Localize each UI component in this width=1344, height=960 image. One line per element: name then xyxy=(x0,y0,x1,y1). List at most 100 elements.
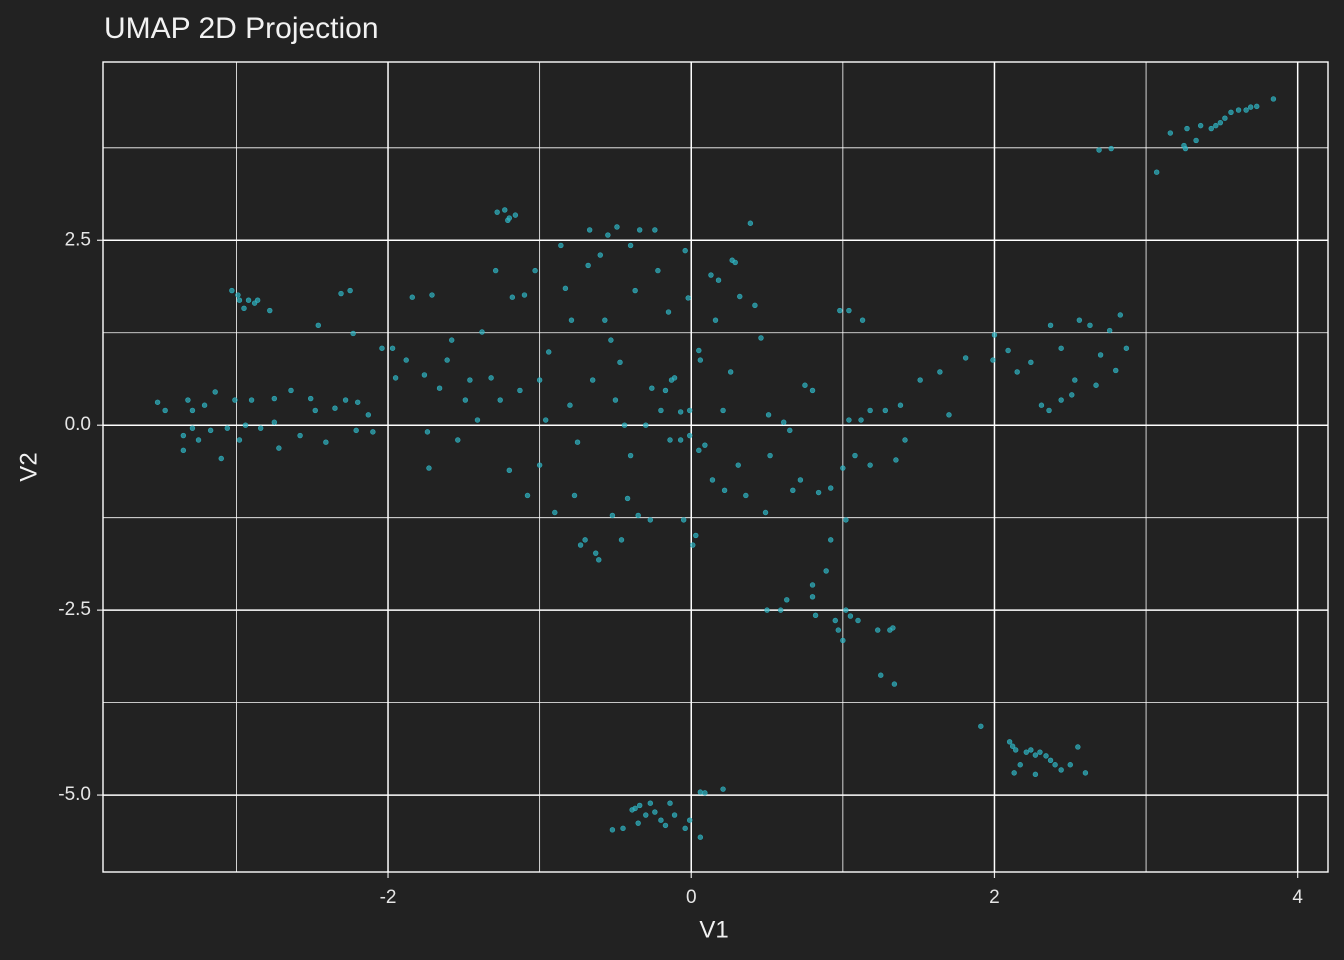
point xyxy=(682,247,688,254)
point xyxy=(732,259,738,266)
x-axis-label: V1 xyxy=(699,916,728,943)
point xyxy=(735,462,741,468)
point xyxy=(1038,402,1045,408)
grid xyxy=(97,62,1328,878)
point xyxy=(662,387,669,394)
y-tick-label: -2.5 xyxy=(58,599,91,620)
point xyxy=(1106,327,1113,334)
point xyxy=(1076,317,1083,323)
point xyxy=(840,637,846,644)
point xyxy=(697,789,704,795)
point xyxy=(636,227,643,233)
point xyxy=(1093,382,1099,388)
point xyxy=(875,627,881,633)
point xyxy=(421,372,428,378)
point xyxy=(1117,312,1123,318)
point xyxy=(1184,125,1190,132)
point xyxy=(276,445,282,451)
point xyxy=(288,387,294,394)
point xyxy=(1072,377,1078,383)
point xyxy=(655,267,661,274)
point xyxy=(338,290,344,297)
point xyxy=(832,617,838,624)
point xyxy=(697,834,704,840)
point xyxy=(618,537,625,543)
point xyxy=(685,295,691,301)
point xyxy=(212,389,218,395)
panel-border xyxy=(102,61,1329,873)
point xyxy=(1028,359,1034,366)
point xyxy=(609,512,616,519)
point xyxy=(1243,107,1249,113)
point xyxy=(1017,762,1023,768)
point xyxy=(629,807,635,813)
point xyxy=(620,825,626,832)
point xyxy=(687,817,693,823)
point xyxy=(218,455,224,462)
point xyxy=(154,399,161,405)
point xyxy=(823,568,829,574)
point xyxy=(506,467,513,474)
point xyxy=(1046,407,1052,414)
point xyxy=(1167,130,1174,136)
point xyxy=(991,332,998,338)
point xyxy=(232,397,238,403)
point xyxy=(635,512,641,519)
point xyxy=(241,305,247,312)
point xyxy=(1228,109,1234,116)
point xyxy=(1058,345,1064,351)
point xyxy=(643,422,649,428)
point xyxy=(297,432,303,439)
point xyxy=(605,232,611,238)
point xyxy=(649,385,655,391)
point xyxy=(1032,752,1039,758)
point xyxy=(1032,771,1039,778)
point xyxy=(855,617,861,624)
point xyxy=(502,207,508,213)
point xyxy=(627,452,634,459)
point xyxy=(195,437,202,443)
point xyxy=(267,307,273,314)
point xyxy=(185,397,191,403)
point xyxy=(524,492,531,499)
point xyxy=(720,786,726,792)
point xyxy=(586,227,593,233)
point xyxy=(697,357,704,363)
point xyxy=(308,395,314,402)
point xyxy=(721,487,728,494)
point xyxy=(859,317,866,323)
point xyxy=(762,509,769,516)
point xyxy=(1023,749,1029,755)
point xyxy=(752,302,758,309)
point xyxy=(254,297,261,303)
point xyxy=(207,427,214,434)
point xyxy=(667,800,673,806)
point xyxy=(1193,137,1199,144)
point xyxy=(488,375,494,381)
point xyxy=(809,594,816,600)
point xyxy=(315,322,321,329)
point xyxy=(658,407,664,414)
point xyxy=(682,825,688,832)
point xyxy=(1006,739,1013,745)
point xyxy=(597,252,603,258)
point xyxy=(189,407,196,414)
point xyxy=(162,407,168,414)
point xyxy=(1208,125,1214,132)
point xyxy=(937,369,943,375)
point xyxy=(627,242,634,249)
y-axis-label: V2 xyxy=(15,452,42,481)
point xyxy=(1222,115,1228,121)
point xyxy=(652,227,658,233)
point xyxy=(271,395,278,402)
point xyxy=(897,402,904,408)
point xyxy=(462,397,469,403)
points xyxy=(154,96,1277,840)
point xyxy=(727,369,734,375)
point xyxy=(858,417,864,423)
point xyxy=(353,427,359,434)
point xyxy=(505,217,511,224)
point xyxy=(403,357,409,363)
point xyxy=(532,267,538,274)
